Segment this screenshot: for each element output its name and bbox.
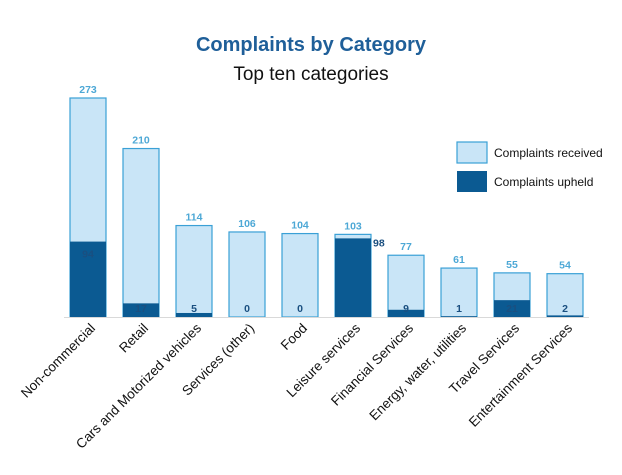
data-label-received: 114: [186, 212, 203, 224]
data-label-received: 54: [559, 260, 571, 272]
chart-title: Complaints by Category: [195, 34, 427, 56]
bar-received: [387, 254, 425, 318]
bar-upheld: [123, 303, 159, 317]
bar-received: [122, 147, 160, 318]
data-label-upheld: 0: [244, 303, 250, 315]
legend-swatch-received: [456, 141, 488, 164]
data-label-upheld: 98: [373, 237, 385, 249]
category-tick-label: Retail: [116, 321, 151, 356]
bar-upheld: [494, 300, 530, 317]
data-label-upheld: 9: [403, 303, 409, 315]
bar-received: [228, 231, 266, 318]
data-label-upheld: 5: [191, 303, 197, 315]
data-label-received: 273: [79, 84, 97, 96]
data-label-upheld: 2: [562, 303, 568, 315]
bar-upheld: [388, 309, 424, 317]
data-label-upheld: 1: [456, 303, 462, 315]
data-label-received: 103: [344, 220, 362, 232]
data-label-received: 104: [291, 220, 309, 232]
data-label-upheld: 94: [82, 249, 94, 261]
legend: Complaints received Complaints upheld: [456, 141, 603, 192]
legend-label-received: Complaints received: [494, 146, 603, 160]
chart-subtitle: Top ten categories: [233, 64, 389, 85]
bar-upheld: [176, 312, 212, 317]
category-tick-label: Entertainment Services: [466, 320, 575, 429]
bar-upheld: [70, 241, 106, 317]
data-label-received: 61: [453, 254, 465, 266]
bar-upheld: [547, 315, 583, 317]
category-tick-label: Energy, water, utilities: [366, 320, 469, 423]
category-tick-label: Non-commercial: [18, 321, 98, 401]
data-label-received: 106: [238, 218, 256, 230]
category-tick-label: Food: [278, 321, 310, 353]
bar-received: [546, 273, 584, 318]
data-label-received: 77: [400, 241, 412, 253]
legend-swatch-upheld: [457, 171, 487, 192]
data-label-upheld: 0: [297, 303, 303, 315]
data-label-received: 210: [132, 135, 150, 147]
data-label-upheld: 17: [135, 303, 147, 315]
data-label-upheld: 21: [506, 303, 518, 315]
bar-upheld: [335, 238, 371, 317]
bar-upheld: [441, 316, 477, 317]
bars-group: 273 94 210 17 114 5 106 0 104 0 103 98 77 9 61 1 55 21 54 2: [64, 84, 589, 318]
legend-label-upheld: Complaints upheld: [494, 175, 593, 189]
bar-received: [281, 232, 319, 318]
data-label-received: 55: [506, 259, 518, 271]
